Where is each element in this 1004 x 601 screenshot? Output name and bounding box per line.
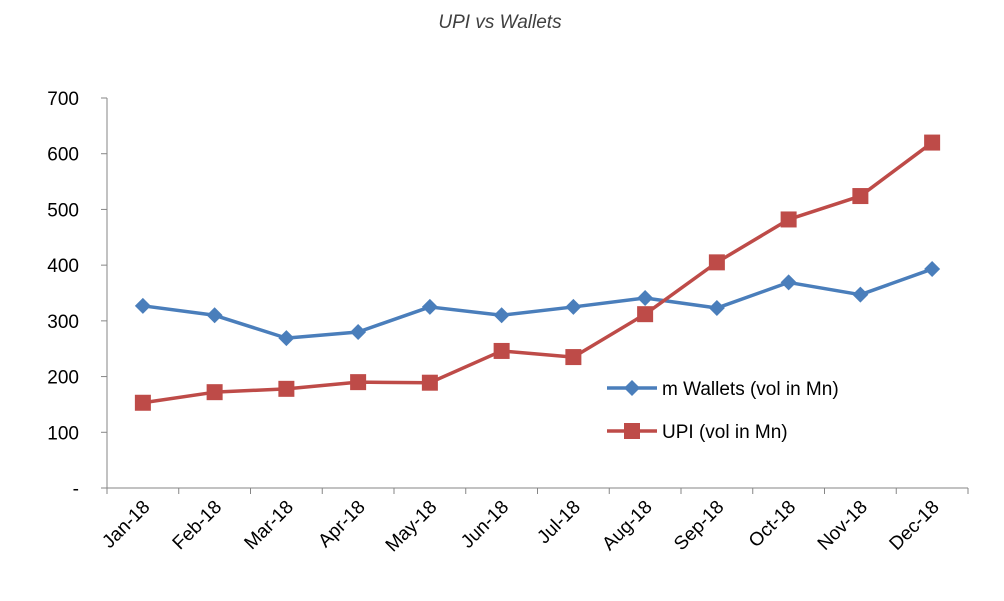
data-point xyxy=(565,349,582,366)
x-tick-label: Dec-18 xyxy=(886,497,944,555)
x-tick-label: Mar-18 xyxy=(241,497,298,554)
x-tick-label: Aug-18 xyxy=(598,497,656,555)
series-line xyxy=(142,141,934,405)
chart-title: UPI vs Wallets xyxy=(438,12,562,33)
x-tick-label: May-18 xyxy=(382,497,442,557)
axes: - 100 200 300 400 500 600 700 Jan-18 Feb-18 Mar-18… xyxy=(47,89,969,557)
x-tick-label: Jan-18 xyxy=(98,497,154,553)
y-tick-label: 100 xyxy=(47,423,79,444)
y-tick-label: 300 xyxy=(47,312,79,333)
data-point xyxy=(708,300,725,317)
data-point xyxy=(350,324,367,340)
data-point xyxy=(421,374,438,391)
legend-label: m Wallets (vol in Mn) xyxy=(662,379,839,400)
data-point xyxy=(637,290,654,307)
data-point xyxy=(206,384,223,401)
data-point xyxy=(421,298,438,315)
y-tick-label: - xyxy=(73,479,79,500)
legend-marker xyxy=(624,380,640,396)
data-point xyxy=(780,211,797,228)
x-tick-label: Oct-18 xyxy=(745,497,800,552)
x-tick-label: Apr-18 xyxy=(314,497,369,552)
data-point xyxy=(134,297,151,314)
data-point xyxy=(924,134,941,151)
legend-item: m Wallets (vol in Mn) xyxy=(607,379,839,400)
x-tick-label: Jun-18 xyxy=(457,497,513,553)
data-point xyxy=(278,380,295,397)
data-point xyxy=(565,298,582,315)
data-point xyxy=(350,374,367,391)
series-2 xyxy=(134,134,941,411)
series-line xyxy=(142,267,933,340)
x-tick-label: Sep-18 xyxy=(670,497,728,555)
data-point xyxy=(924,261,941,278)
legend-label: UPI (vol in Mn) xyxy=(662,422,788,443)
series-1 xyxy=(134,261,941,347)
y-tick-label: 700 xyxy=(47,89,79,110)
data-point xyxy=(708,254,725,271)
y-tick-label: 500 xyxy=(47,200,79,221)
series-layer xyxy=(134,134,941,411)
data-point xyxy=(278,330,295,347)
data-point xyxy=(637,306,654,323)
data-point xyxy=(852,286,869,303)
data-point xyxy=(780,274,797,291)
data-point xyxy=(206,307,223,324)
legend-item: UPI (vol in Mn) xyxy=(607,422,788,443)
data-point xyxy=(134,394,151,411)
y-tick-label: 600 xyxy=(47,145,79,166)
data-point xyxy=(493,342,510,359)
data-point xyxy=(852,188,869,205)
x-tick-label: Nov-18 xyxy=(814,497,872,555)
y-tick-label: 400 xyxy=(47,256,79,277)
x-tick-label: Feb-18 xyxy=(169,497,226,554)
legend: m Wallets (vol in Mn) UPI (vol in Mn) xyxy=(607,379,839,443)
legend-marker xyxy=(624,423,640,439)
x-tick-label: Jul-18 xyxy=(533,497,584,548)
y-tick-label: 200 xyxy=(47,368,79,389)
data-point xyxy=(493,307,510,324)
